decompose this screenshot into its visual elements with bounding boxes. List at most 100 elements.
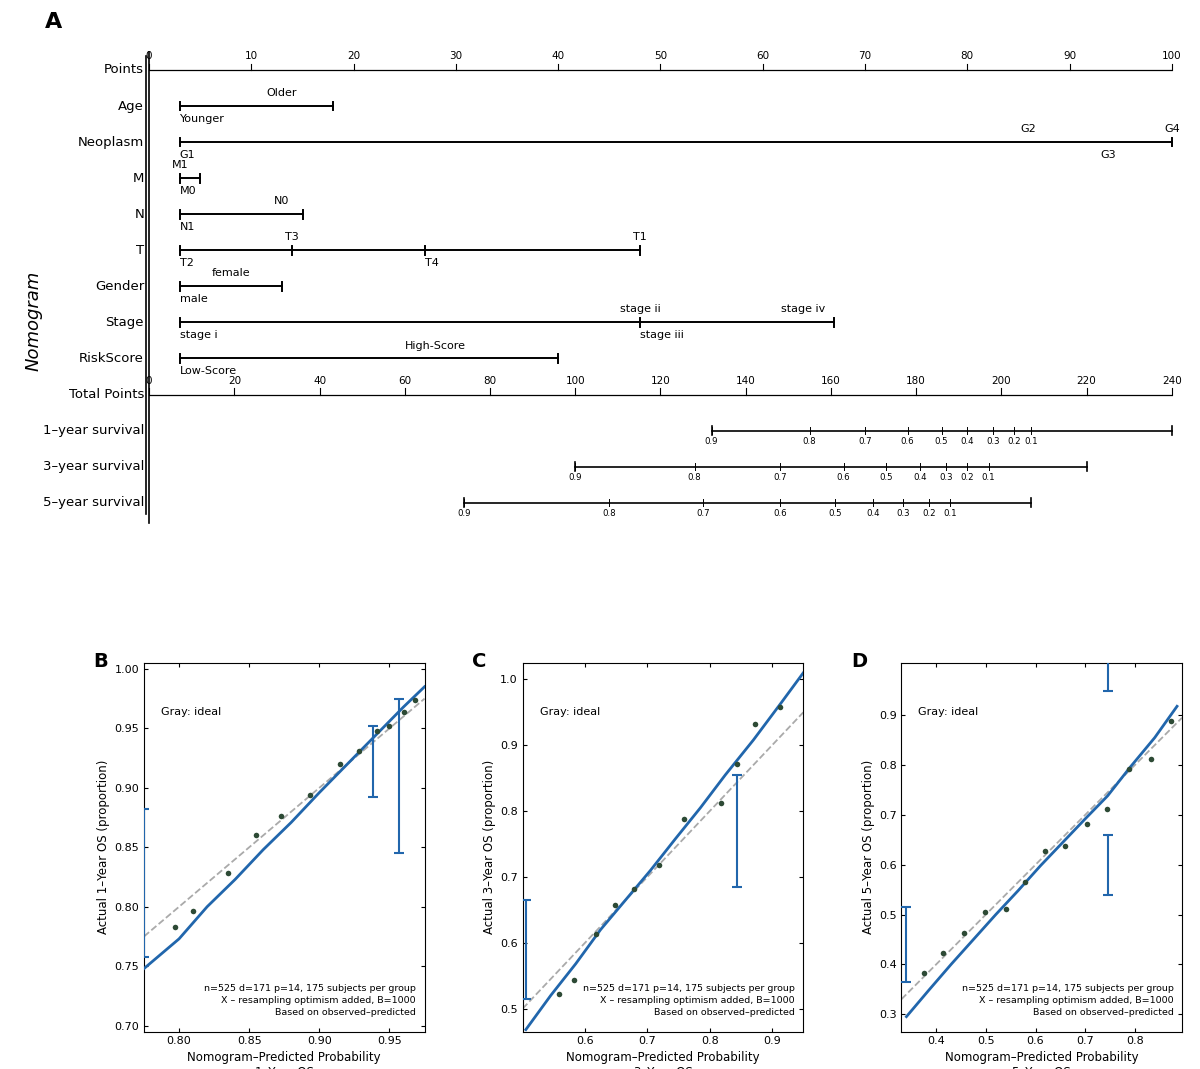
Text: 140: 140: [736, 375, 756, 386]
Point: [996, 900, 1015, 917]
Text: male: male: [180, 294, 208, 305]
Point: [954, 925, 973, 942]
Text: A: A: [46, 12, 62, 32]
Text: 0: 0: [146, 375, 152, 386]
Point: [1097, 801, 1116, 818]
Text: G4: G4: [1164, 124, 1180, 135]
Point: [1056, 837, 1075, 854]
Text: 0.9: 0.9: [569, 474, 582, 482]
Point: [1162, 713, 1181, 730]
Text: B: B: [94, 652, 108, 671]
Text: C: C: [473, 652, 487, 671]
Text: stage iv: stage iv: [781, 305, 826, 314]
Text: 0.7: 0.7: [696, 509, 710, 518]
Point: [745, 715, 764, 732]
Point: [394, 703, 413, 721]
Point: [712, 794, 731, 811]
Text: 0.8: 0.8: [803, 437, 816, 446]
Text: Total Points: Total Points: [68, 388, 144, 401]
Text: female: female: [211, 268, 251, 278]
Text: 0.2: 0.2: [922, 509, 936, 518]
Point: [272, 808, 292, 825]
Text: 0.6: 0.6: [901, 437, 914, 446]
Point: [649, 856, 668, 873]
Text: T: T: [136, 244, 144, 257]
Text: 240: 240: [1162, 375, 1182, 386]
Text: 0.1: 0.1: [982, 474, 995, 482]
Text: 120: 120: [650, 375, 671, 386]
Text: 30: 30: [449, 51, 462, 61]
Text: 60: 60: [398, 375, 412, 386]
Text: stage iii: stage iii: [640, 330, 684, 340]
Text: 0.4: 0.4: [960, 437, 974, 446]
X-axis label: Nomogram–Predicted Probability
3–Year OS: Nomogram–Predicted Probability 3–Year OS: [566, 1051, 760, 1069]
Point: [247, 826, 266, 843]
Text: Younger: Younger: [180, 114, 224, 124]
X-axis label: Nomogram–Predicted Probability
1–Year OS: Nomogram–Predicted Probability 1–Year OS: [187, 1051, 382, 1069]
Text: Older: Older: [266, 88, 298, 98]
Text: Gray: ideal: Gray: ideal: [540, 708, 600, 717]
Text: stage i: stage i: [180, 330, 217, 340]
Text: N1: N1: [180, 222, 196, 232]
Text: stage ii: stage ii: [619, 305, 660, 314]
Point: [166, 918, 185, 935]
Point: [624, 880, 643, 897]
Text: RiskScore: RiskScore: [79, 352, 144, 365]
Text: 60: 60: [756, 51, 769, 61]
Point: [1015, 873, 1034, 890]
Point: [331, 756, 350, 773]
Point: [367, 723, 386, 740]
Text: T1: T1: [634, 232, 647, 243]
Text: N0: N0: [275, 197, 289, 206]
Text: 160: 160: [821, 375, 841, 386]
X-axis label: Nomogram–Predicted Probability
5–Year OS: Nomogram–Predicted Probability 5–Year OS: [944, 1051, 1139, 1069]
Text: 0.9: 0.9: [457, 509, 472, 518]
Point: [406, 692, 425, 709]
Text: 0.6: 0.6: [773, 509, 786, 518]
Text: Gray: ideal: Gray: ideal: [918, 708, 978, 717]
Text: 0.1: 0.1: [943, 509, 958, 518]
Text: N: N: [134, 207, 144, 220]
Text: 0.2: 0.2: [960, 474, 974, 482]
Point: [605, 896, 624, 913]
Text: G3: G3: [1100, 150, 1116, 160]
Point: [934, 944, 953, 961]
Text: 80: 80: [484, 375, 497, 386]
Text: M1: M1: [172, 160, 188, 170]
Point: [300, 787, 319, 804]
Y-axis label: Actual 3–Year OS (proportion): Actual 3–Year OS (proportion): [482, 760, 496, 934]
Point: [184, 903, 203, 920]
Point: [976, 903, 995, 920]
Point: [565, 972, 584, 989]
Text: 40: 40: [313, 375, 326, 386]
Y-axis label: Actual 1–Year OS (proportion): Actual 1–Year OS (proportion): [97, 760, 110, 934]
Text: 0.3: 0.3: [940, 474, 953, 482]
Point: [770, 698, 790, 715]
Text: 0.7: 0.7: [858, 437, 871, 446]
Text: M: M: [133, 172, 144, 185]
Text: G1: G1: [180, 150, 196, 160]
Text: 0.9: 0.9: [704, 437, 719, 446]
Text: 0.4: 0.4: [866, 509, 881, 518]
Text: Nomogram: Nomogram: [24, 270, 43, 371]
Text: 0.3: 0.3: [986, 437, 1000, 446]
Text: 5–year survival: 5–year survival: [43, 496, 144, 509]
Text: High-Score: High-Score: [404, 341, 466, 351]
Text: T4: T4: [425, 259, 439, 268]
Text: 0.6: 0.6: [836, 474, 851, 482]
Text: 20: 20: [347, 51, 360, 61]
Text: Stage: Stage: [106, 316, 144, 329]
Text: n=525 d=171 p=14, 175 subjects per group
X – resampling optimism added, B=1000
B: n=525 d=171 p=14, 175 subjects per group…: [204, 985, 416, 1017]
Point: [586, 925, 605, 942]
Text: 0.8: 0.8: [602, 509, 616, 518]
Point: [218, 865, 238, 882]
Point: [380, 717, 400, 734]
Text: Neoplasm: Neoplasm: [78, 136, 144, 149]
Point: [727, 755, 746, 772]
Text: 100: 100: [1162, 51, 1182, 61]
Text: T3: T3: [286, 232, 299, 243]
Point: [1078, 816, 1097, 833]
Text: 0.7: 0.7: [773, 474, 786, 482]
Text: M0: M0: [180, 186, 197, 196]
Text: 100: 100: [565, 375, 586, 386]
